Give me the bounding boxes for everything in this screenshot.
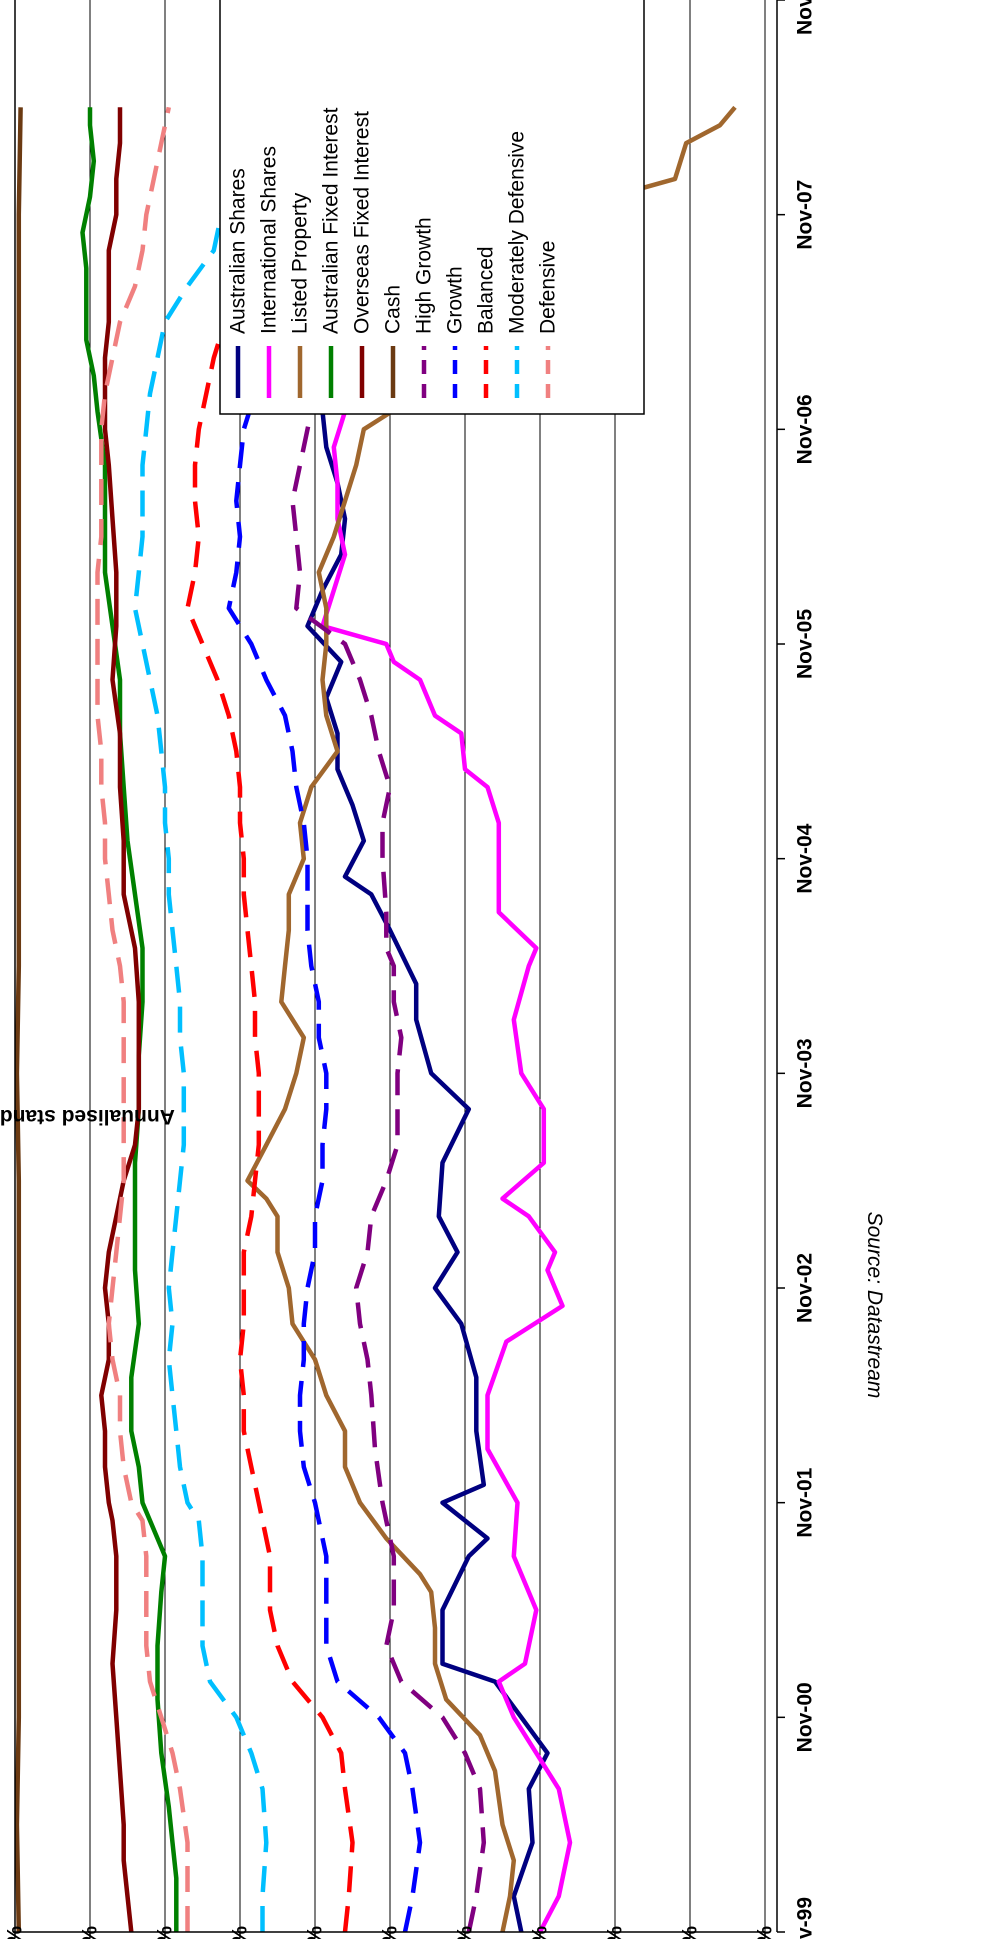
legend-label: International Shares bbox=[258, 146, 281, 334]
legend-label: Balanced bbox=[475, 246, 498, 334]
y-tick-label: 16% bbox=[604, 1926, 627, 1939]
y-tick-label: 4% bbox=[154, 1926, 177, 1939]
x-tick-label: Nov-05 bbox=[794, 609, 817, 679]
legend-label: Australian Fixed Interest bbox=[320, 107, 343, 334]
y-tick-label: 14% bbox=[529, 1926, 552, 1939]
series-line bbox=[226, 106, 423, 1933]
series-line bbox=[99, 107, 142, 1933]
y-tick-label: 2% bbox=[79, 1926, 102, 1939]
x-tick-label: Nov-08 bbox=[794, 0, 817, 35]
legend-label: High Growth bbox=[413, 217, 436, 334]
source-note: Source: Datastream bbox=[863, 1212, 886, 1399]
series-line bbox=[80, 107, 179, 1932]
x-tick-label: Nov-99 bbox=[794, 1897, 817, 1939]
x-tick-label: Nov-06 bbox=[794, 394, 817, 464]
legend-label: Listed Property bbox=[289, 192, 312, 334]
y-tick-label: 18% bbox=[679, 1926, 702, 1939]
x-tick-label: Nov-03 bbox=[794, 1038, 817, 1108]
legend-label: Defensive bbox=[537, 241, 560, 334]
legend: Australian Shares International Shares Lis… bbox=[219, 0, 645, 415]
x-tick-label: Nov-00 bbox=[794, 1682, 817, 1752]
legend-label: Overseas Fixed Interest bbox=[351, 111, 374, 334]
legend-label: Australian Shares bbox=[227, 168, 250, 334]
x-tick-label: Nov-02 bbox=[794, 1253, 817, 1323]
x-tick-label: Nov-04 bbox=[794, 823, 817, 893]
tick-labels: 0% 2% 4% 6% 8% 10% 12% 14% 16% 18% 20% Nov-99 Nov-00… bbox=[4, 0, 817, 1944]
legend-label: Cash bbox=[382, 285, 405, 334]
axes bbox=[14, 0, 785, 1938]
legend-box bbox=[219, 0, 645, 415]
y-tick-label: 10% bbox=[379, 1926, 402, 1939]
y-tick-label: 20% bbox=[754, 1926, 777, 1939]
y-tick-label: 0% bbox=[4, 1926, 27, 1939]
legend-label: Moderately Defensive bbox=[506, 131, 529, 334]
x-tick-label: Nov-07 bbox=[794, 180, 817, 250]
y-axis-label: Annualised standard deviation bbox=[0, 1105, 175, 1128]
y-tick-label: 8% bbox=[304, 1926, 327, 1939]
series-line bbox=[95, 106, 190, 1932]
y-tick-label: 6% bbox=[229, 1926, 252, 1939]
x-tick-label: Nov-01 bbox=[794, 1467, 817, 1537]
y-tick-label: 12% bbox=[454, 1926, 477, 1939]
legend-label: Growth bbox=[444, 266, 467, 334]
series-line bbox=[185, 106, 355, 1933]
series-line bbox=[14, 107, 23, 1933]
